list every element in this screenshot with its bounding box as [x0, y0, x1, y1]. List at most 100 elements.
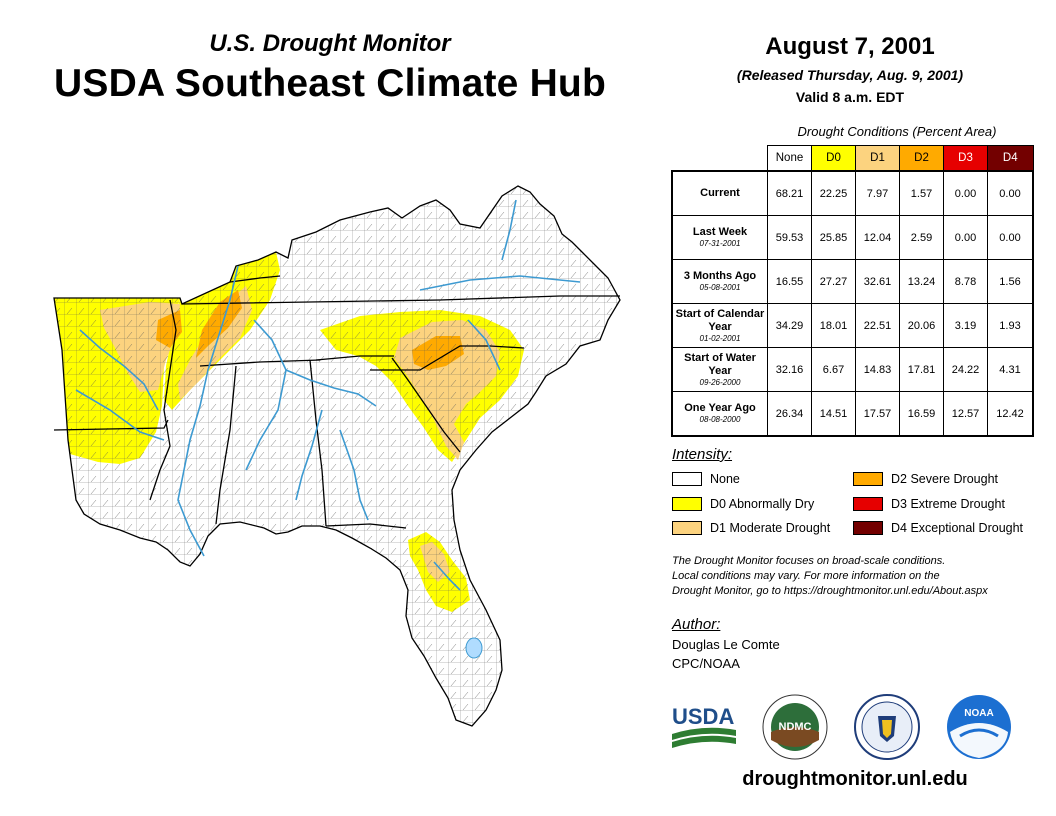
row-date: 09-26-2000 [699, 377, 741, 387]
rivers [75, 199, 581, 591]
legend-item-d0: D0 Abnormally Dry [672, 496, 814, 512]
cell-d4: 12.42 [987, 391, 1034, 437]
map-subtitle: U.S. Drought Monitor [209, 30, 451, 57]
cell-d0: 6.67 [811, 347, 856, 392]
col-d0: D0 [811, 145, 856, 172]
cell-d3: 0.00 [943, 170, 988, 216]
col-d1: D1 [855, 145, 900, 172]
legend-label: None [710, 472, 740, 486]
row-label: Start of Calendar Year 01-02-2001 [671, 303, 768, 348]
legend-label: D1 Moderate Drought [710, 521, 831, 535]
cell-d2: 1.57 [899, 170, 944, 216]
county-lines [54, 186, 620, 726]
cell-d1: 17.57 [855, 391, 900, 437]
table-row: Last Week 07-31-2001 59.53 25.85 12.04 2.… [671, 215, 1034, 260]
cell-d1: 7.97 [855, 170, 900, 216]
footer-website-url[interactable]: droughtmonitor.unl.edu [742, 768, 968, 790]
table-caption: Drought Conditions (Percent Area) [797, 124, 997, 139]
header-blank [672, 146, 768, 172]
table-row: Start of Water Year 09-26-2000 32.16 6.67… [671, 347, 1034, 392]
cell-d2: 20.06 [899, 303, 944, 348]
legend-swatch [853, 497, 883, 511]
row-label: 3 Months Ago 05-08-2001 [671, 259, 768, 304]
valid-date: August 7, 2001 [765, 33, 935, 60]
author-org: CPC/NOAA [672, 656, 740, 671]
row-date: 01-02-2001 [699, 333, 741, 343]
usda-logo: USDA [672, 704, 736, 748]
cell-none: 59.53 [767, 215, 812, 260]
cell-d3: 24.22 [943, 347, 988, 392]
cell-d4: 1.56 [987, 259, 1034, 304]
noaa-logo-text: NOAA [964, 708, 993, 719]
col-d2: D2 [899, 145, 944, 172]
cell-d4: 0.00 [987, 215, 1034, 260]
cell-d1: 32.61 [855, 259, 900, 304]
legend-swatch [853, 521, 883, 535]
legend-item-d1: D1 Moderate Drought [672, 520, 830, 536]
cell-d4: 1.93 [987, 303, 1034, 348]
drought-conditions-table: None D0 D1 D2 D3 D4 Current 68.21 22.25 … [671, 145, 1034, 437]
legend-item-none: None [672, 471, 740, 487]
cell-d2: 16.59 [899, 391, 944, 437]
ndmc-logo: NDMC [762, 694, 828, 760]
row-date: 05-08-2001 [699, 283, 741, 292]
row-label: One Year Ago 08-08-2000 [671, 391, 768, 437]
cell-d3: 8.78 [943, 259, 988, 304]
legend-swatch [672, 521, 702, 535]
legend-label: D2 Severe Drought [891, 472, 999, 486]
cell-d1: 22.51 [855, 303, 900, 348]
cell-d2: 13.24 [899, 259, 944, 304]
legend-item-d3: D3 Extreme Drought [853, 496, 1005, 512]
lake-okeechobee [465, 637, 483, 659]
legend-swatch [672, 472, 702, 486]
legend-swatch [853, 472, 883, 486]
noaa-logo: NOAA [947, 695, 1011, 759]
col-d3: D3 [943, 145, 988, 172]
ndmc-logo-text: NDMC [779, 721, 812, 733]
cell-d1: 12.04 [855, 215, 900, 260]
table-row: 3 Months Ago 05-08-2001 16.55 27.27 32.61… [671, 259, 1034, 304]
table-row: One Year Ago 08-08-2000 26.34 14.51 17.57… [671, 391, 1034, 437]
map-title: USDA Southeast Climate Hub [54, 62, 606, 105]
col-d4: D4 [987, 145, 1034, 172]
cell-d0: 25.85 [811, 215, 856, 260]
note-line: Local conditions may vary. For more info… [672, 570, 940, 582]
cell-none: 26.34 [767, 391, 812, 437]
author-name: Douglas Le Comte [672, 637, 780, 652]
cell-d0: 27.27 [811, 259, 856, 304]
table-row: Start of Calendar Year 01-02-2001 34.29 1… [671, 303, 1034, 348]
legend-label: D0 Abnormally Dry [710, 497, 815, 511]
row-label: Last Week 07-31-2001 [671, 215, 768, 260]
row-label: Current [671, 170, 768, 216]
legend-label: D3 Extreme Drought [891, 497, 1005, 511]
legend-swatch [672, 497, 702, 511]
cell-none: 16.55 [767, 259, 812, 304]
southeast-drought-map [53, 185, 621, 727]
row-label: Start of Water Year 09-26-2000 [671, 347, 768, 392]
cell-d4: 4.31 [987, 347, 1034, 392]
state-borders [53, 185, 621, 727]
cell-d3: 3.19 [943, 303, 988, 348]
col-none: None [767, 145, 812, 172]
cell-d1: 14.83 [855, 347, 900, 392]
table-row: Current 68.21 22.25 7.97 1.57 0.00 0.00 [671, 170, 1034, 216]
cell-d4: 0.00 [987, 170, 1034, 216]
cell-d3: 12.57 [943, 391, 988, 437]
legend-label: D4 Exceptional Drought [891, 521, 1024, 535]
commerce-seal-logo [854, 694, 920, 760]
legend-item-d2: D2 Severe Drought [853, 471, 998, 487]
valid-time: Valid 8 a.m. EDT [795, 89, 905, 105]
disclaimer-note: The Drought Monitor focuses on broad-sca… [672, 554, 1042, 599]
usda-logo-text: USDA [672, 704, 734, 729]
note-line: Drought Monitor, go to https://droughtmo… [672, 585, 988, 597]
cell-d3: 0.00 [943, 215, 988, 260]
cell-none: 34.29 [767, 303, 812, 348]
legend-title: Intensity: [672, 446, 733, 463]
cell-d0: 14.51 [811, 391, 856, 437]
cell-d2: 2.59 [899, 215, 944, 260]
cell-d2: 17.81 [899, 347, 944, 392]
legend-item-d4: D4 Exceptional Drought [853, 520, 1023, 536]
release-date: (Released Thursday, Aug. 9, 2001) [736, 67, 964, 83]
note-line: The Drought Monitor focuses on broad-sca… [672, 555, 946, 567]
cell-none: 68.21 [767, 170, 812, 216]
